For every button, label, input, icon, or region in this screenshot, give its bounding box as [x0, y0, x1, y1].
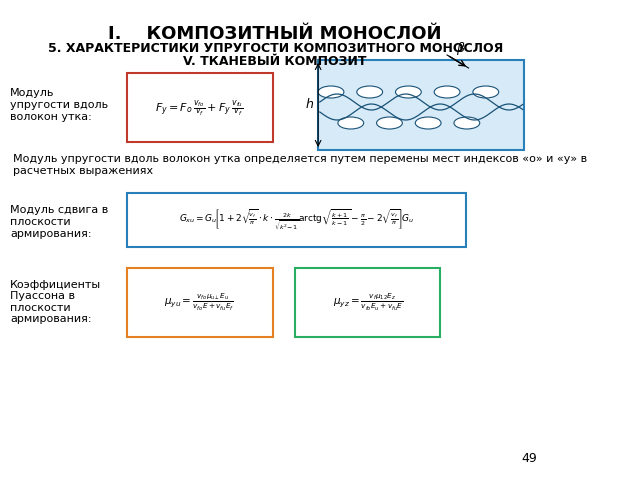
Ellipse shape: [338, 117, 364, 129]
Ellipse shape: [396, 86, 421, 98]
Text: Модуль упругости вдоль волокон утка определяется путем перемены мест индексов «о: Модуль упругости вдоль волокон утка опре…: [13, 154, 587, 176]
FancyBboxPatch shape: [295, 268, 440, 337]
Text: β: β: [456, 42, 463, 55]
Ellipse shape: [318, 86, 344, 98]
Text: Модуль сдвига в
плоскости
армирования:: Модуль сдвига в плоскости армирования:: [10, 205, 109, 239]
Text: Коэффициенты
Пуассона в
плоскости
армирования:: Коэффициенты Пуассона в плоскости армиро…: [10, 279, 102, 324]
Text: 49: 49: [522, 452, 538, 465]
Ellipse shape: [454, 117, 480, 129]
Ellipse shape: [415, 117, 441, 129]
Text: V. ТКАНЕВЫЙ КОМПОЗИТ: V. ТКАНЕВЫЙ КОМПОЗИТ: [184, 55, 367, 68]
Ellipse shape: [473, 86, 499, 98]
Text: $F_y = F_o\,\frac{v_{fo}}{v_f} + F_y\,\frac{v_{fu}}{v_f}$: $F_y = F_o\,\frac{v_{fo}}{v_f} + F_y\,\f…: [155, 98, 244, 118]
Text: $\mu_{yz}=\frac{v_f\mu_{12}E_z}{v_{fo}E_u+v_{fu}E}$: $\mu_{yz}=\frac{v_f\mu_{12}E_z}{v_{fo}E_…: [333, 291, 403, 312]
FancyBboxPatch shape: [127, 73, 273, 142]
FancyBboxPatch shape: [318, 60, 524, 150]
Text: I.    КОМПОЗИТНЫЙ МОНОСЛОЙ: I. КОМПОЗИТНЫЙ МОНОСЛОЙ: [108, 25, 442, 43]
Text: $\mu_{yu}=\frac{v_{fo}\mu_{u\perp}E_u}{v_{fo}E+v_{fu}E_f}$: $\mu_{yu}=\frac{v_{fo}\mu_{u\perp}E_u}{v…: [164, 291, 234, 312]
Ellipse shape: [376, 117, 403, 129]
FancyBboxPatch shape: [127, 268, 273, 337]
Text: $G_{xu}=G_u\!\left[1+2\sqrt{\!\frac{v_f}{\pi}}\cdot k\cdot\frac{2k}{\sqrt{k^2\!-: $G_{xu}=G_u\!\left[1+2\sqrt{\!\frac{v_f}…: [179, 207, 414, 233]
Text: Модуль
упругости вдоль
волокон утка:: Модуль упругости вдоль волокон утка:: [10, 88, 108, 121]
Text: 5. ХАРАКТЕРИСТИКИ УПРУГОСТИ КОМПОЗИТНОГО МОНОСЛОЯ: 5. ХАРАКТЕРИСТИКИ УПРУГОСТИ КОМПОЗИТНОГО…: [47, 42, 503, 55]
Ellipse shape: [357, 86, 383, 98]
FancyBboxPatch shape: [127, 193, 466, 247]
Text: h: h: [306, 98, 314, 111]
Ellipse shape: [434, 86, 460, 98]
